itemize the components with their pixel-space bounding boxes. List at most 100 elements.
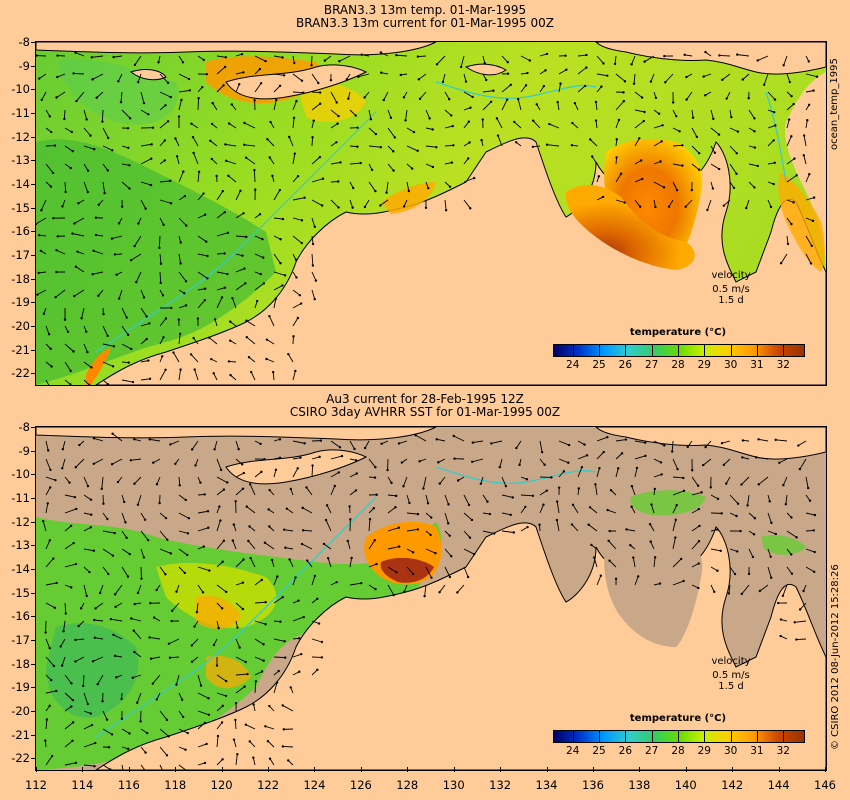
top-vector-head bbox=[424, 206, 428, 209]
bottom-vector-arrow bbox=[672, 490, 685, 496]
top-vector-head bbox=[126, 333, 130, 337]
bottom-vector-head bbox=[488, 512, 492, 516]
bottom-vector-head bbox=[471, 460, 474, 463]
bottom-vector-head bbox=[318, 455, 321, 459]
bottom-vector-arrow bbox=[403, 584, 408, 593]
top-vector-arrow bbox=[134, 55, 142, 66]
top-vector-arrow bbox=[501, 55, 509, 63]
bottom-vector-head bbox=[493, 532, 496, 535]
top-colorbar-tick-label: 29 bbox=[697, 359, 711, 371]
top-vector-head bbox=[630, 63, 633, 66]
x-tick-label: 140 bbox=[674, 778, 697, 792]
top-vector-head bbox=[427, 186, 430, 190]
top-vector-head bbox=[337, 180, 340, 183]
top-vector-head bbox=[623, 201, 626, 204]
bottom-vector-arrow bbox=[325, 519, 332, 532]
bottom-vector-head bbox=[217, 626, 220, 630]
bottom-vector-head bbox=[125, 536, 128, 540]
top-vector-head bbox=[402, 96, 406, 99]
bottom-vector-head bbox=[215, 664, 219, 667]
bottom-vector-head bbox=[670, 450, 674, 453]
bottom-vector-head bbox=[164, 572, 167, 576]
top-vector-arrow bbox=[615, 73, 626, 82]
bottom-vector-head bbox=[747, 572, 751, 576]
top-vector-arrow bbox=[102, 343, 114, 347]
top-colorbar-tick-label: 31 bbox=[750, 359, 764, 371]
top-vector-arrow bbox=[159, 91, 171, 98]
bottom-vector-arrow bbox=[42, 521, 47, 532]
bottom-vector-head bbox=[408, 501, 411, 505]
top-vector-arrow bbox=[178, 253, 182, 264]
top-colorbar-tick bbox=[704, 344, 706, 357]
bottom-vector-head bbox=[777, 601, 780, 605]
top-vector-arrow bbox=[463, 73, 467, 82]
bottom-vector-arrow bbox=[159, 548, 172, 554]
bottom-vector-head bbox=[808, 499, 812, 502]
top-vector-head bbox=[189, 353, 193, 356]
top-vector-arrow bbox=[444, 199, 447, 211]
top-vector-arrow bbox=[248, 356, 256, 363]
top-vector-head bbox=[36, 54, 38, 57]
top-vector-arrow bbox=[614, 55, 617, 64]
bottom-vector-arrow bbox=[653, 473, 662, 478]
top-vector-arrow bbox=[292, 91, 304, 94]
top-vector-arrow bbox=[57, 73, 66, 78]
bottom-vector-head bbox=[333, 484, 336, 488]
bottom-vector-head bbox=[289, 686, 292, 689]
top-vector-head bbox=[480, 138, 483, 142]
bottom-vector-head bbox=[221, 758, 224, 761]
top-vector-head bbox=[142, 101, 146, 105]
top-vector-head bbox=[111, 149, 114, 152]
bottom-vector-arrow bbox=[216, 489, 225, 496]
top-y-tick-label: -17 bbox=[11, 247, 30, 262]
bottom-vector-head bbox=[279, 620, 282, 623]
bottom-vector-arrow bbox=[748, 548, 754, 558]
bottom-vector-arrow bbox=[197, 527, 209, 532]
top-vector-arrow bbox=[216, 287, 225, 291]
bottom-vector-arrow bbox=[254, 471, 262, 478]
bottom-vector-arrow bbox=[608, 540, 617, 550]
bottom-vector-head bbox=[124, 521, 127, 524]
top-y-tick-label: -15 bbox=[11, 200, 30, 215]
bottom-vector-head bbox=[201, 591, 205, 594]
top-vector-arrow bbox=[210, 140, 218, 147]
top-vector-head bbox=[279, 262, 282, 265]
top-vector-arrow bbox=[706, 199, 712, 211]
top-vector-arrow bbox=[235, 71, 244, 75]
top-vector-head bbox=[250, 370, 253, 374]
top-vector-head bbox=[183, 292, 186, 295]
top-vector-arrow bbox=[311, 235, 314, 245]
bottom-vector-head bbox=[430, 516, 433, 519]
bottom-vector-head bbox=[311, 464, 314, 467]
top-vector-arrow bbox=[235, 268, 245, 273]
x-tick bbox=[360, 767, 362, 772]
top-vector-head bbox=[197, 170, 201, 174]
top-vector-arrow bbox=[159, 140, 166, 147]
top-vector-head bbox=[641, 177, 644, 181]
bottom-vector-head bbox=[411, 551, 415, 554]
bottom-vector-arrow bbox=[406, 512, 418, 515]
bottom-vector-arrow bbox=[159, 530, 168, 541]
top-vector-arrow bbox=[273, 285, 283, 291]
bottom-vector-arrow bbox=[252, 757, 256, 766]
bottom-vector-arrow bbox=[94, 637, 104, 640]
bottom-vector-arrow bbox=[235, 582, 244, 586]
top-vector-arrow bbox=[73, 72, 85, 75]
top-vector-arrow bbox=[406, 181, 410, 192]
bottom-vector-head bbox=[735, 514, 738, 518]
bottom-vector-head bbox=[317, 622, 321, 625]
bottom-vector-arrow bbox=[254, 601, 266, 604]
top-vector-head bbox=[221, 189, 224, 193]
bottom-vector-arrow bbox=[64, 563, 77, 568]
top-vector-head bbox=[268, 314, 271, 318]
top-cool-zone bbox=[36, 139, 276, 385]
top-vector-head bbox=[363, 96, 366, 99]
bottom-y-tick bbox=[31, 474, 35, 476]
top-vector-head bbox=[164, 317, 168, 320]
top-vector-arrow bbox=[38, 73, 47, 79]
top-vector-head bbox=[417, 78, 421, 81]
top-vector-head bbox=[807, 103, 811, 107]
bottom-vector-head bbox=[373, 539, 376, 542]
top-vector-arrow bbox=[668, 199, 674, 207]
bottom-colorbar-tick bbox=[730, 730, 732, 743]
